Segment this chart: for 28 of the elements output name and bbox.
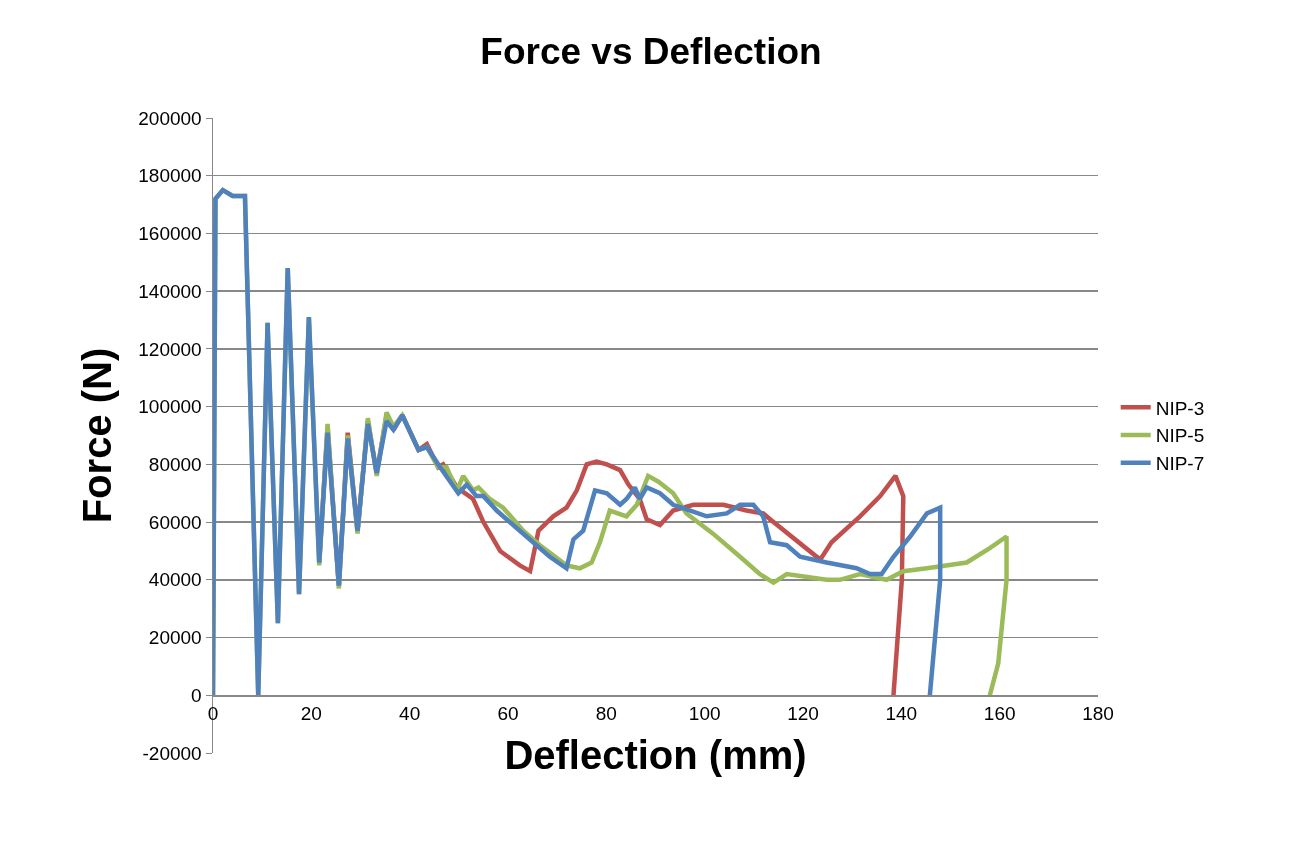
x-tick-label: 60 (497, 702, 519, 724)
x-tick-label: 40 (399, 702, 421, 724)
y-tick-label: 140000 (138, 280, 202, 302)
y-tick-label: 120000 (138, 338, 202, 360)
x-tick-label: 160 (983, 702, 1016, 724)
x-tick-label: 20 (300, 702, 322, 724)
y-tick-label: 40000 (148, 569, 202, 591)
y-tick-label: 180000 (138, 165, 202, 187)
y-tick-label: 200000 (138, 107, 202, 129)
x-tick-label: 0 (207, 702, 219, 724)
y-tick-label: 100000 (138, 396, 202, 418)
x-tick-label: 100 (688, 702, 721, 724)
y-tick-label: 20000 (148, 627, 202, 649)
chart-title: Force vs Deflection (480, 30, 822, 72)
legend-label: NIP-7 (1155, 453, 1205, 475)
legend-label: NIP-3 (1155, 397, 1205, 419)
x-tick-label: 120 (787, 702, 819, 724)
y-tick-label: 160000 (138, 223, 202, 245)
legend-label: NIP-5 (1155, 425, 1205, 447)
y-tick-label: -20000 (142, 742, 202, 764)
y-axis-title: Force (N) (75, 347, 120, 524)
x-axis-title: Deflection (mm) (504, 732, 807, 777)
y-tick-label: 0 (191, 684, 202, 706)
x-tick-label: 80 (595, 702, 617, 724)
y-tick-label: 80000 (148, 454, 202, 476)
x-tick-label: 180 (1082, 702, 1114, 724)
y-tick-label: 60000 (148, 511, 202, 533)
x-tick-label: 140 (885, 702, 918, 724)
